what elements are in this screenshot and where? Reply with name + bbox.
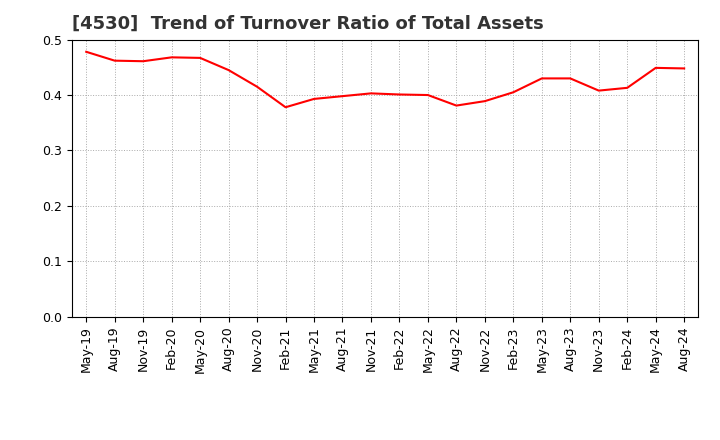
Text: [4530]  Trend of Turnover Ratio of Total Assets: [4530] Trend of Turnover Ratio of Total … [72,15,544,33]
